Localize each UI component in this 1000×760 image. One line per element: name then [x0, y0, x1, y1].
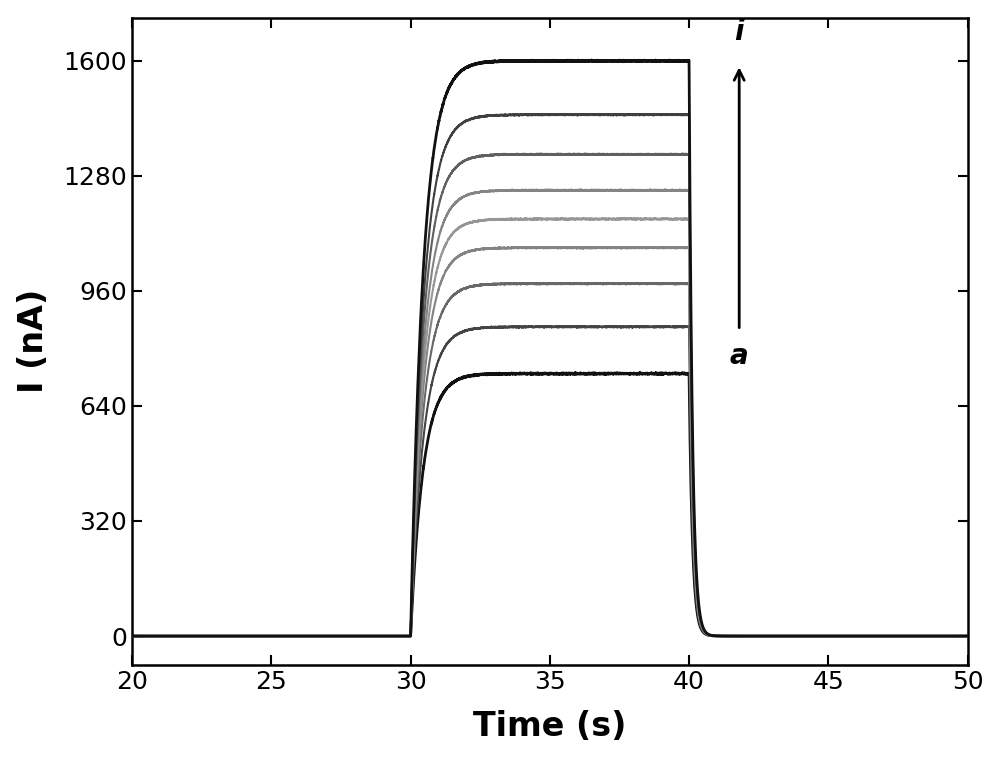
X-axis label: Time (s): Time (s) — [473, 711, 627, 743]
Y-axis label: I (nA): I (nA) — [17, 289, 50, 394]
Text: i: i — [734, 18, 744, 46]
Text: a: a — [730, 341, 749, 369]
